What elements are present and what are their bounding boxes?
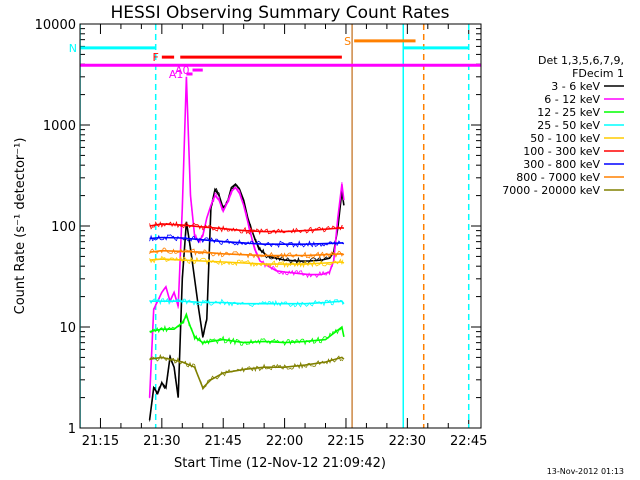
legend-entry-label: 100 - 300 keV (523, 145, 600, 158)
flag-label-F: F (153, 51, 159, 64)
flag-label-A0: A0 (175, 64, 190, 77)
legend-entry-label: 7000 - 20000 keV (502, 184, 600, 197)
legend-entry-label: 12 - 25 keV (537, 106, 600, 119)
legend-header: FDecim 1 (572, 67, 624, 80)
series-noise-7 (149, 247, 344, 259)
x-axis-label: Start Time (12-Nov-12 21:09:42) (174, 456, 386, 471)
x-tick-label: 22:00 (266, 434, 303, 449)
series-noise-2 (149, 312, 344, 347)
series-line-2 (149, 313, 345, 344)
flag-label-S: S (344, 35, 351, 48)
x-tick-label: 21:15 (82, 434, 119, 449)
y-tick-label: 10000 (35, 18, 76, 33)
x-tick-label: 21:45 (204, 434, 241, 449)
series-noise-6 (149, 234, 344, 249)
legend-header: Det 1,3,5,6,7,9, (538, 54, 624, 67)
series-noise-8 (149, 353, 344, 391)
flag-bars (80, 39, 481, 76)
x-tick-label: 22:45 (450, 434, 487, 449)
series-line-6 (149, 236, 345, 245)
chart-title: HESSI Observing Summary Count Rates (110, 3, 449, 23)
legend-entry-label: 3 - 6 keV (551, 80, 600, 93)
series-noise-1 (149, 77, 344, 399)
legend-entry-label: 300 - 800 keV (523, 158, 600, 171)
x-tick-label: 22:15 (327, 434, 364, 449)
series-noise-3 (149, 297, 344, 308)
y-tick-label: 1000 (43, 119, 76, 134)
flag-label-A1: A1 (169, 68, 184, 81)
data-series (148, 76, 345, 422)
vertical-markers (80, 24, 470, 428)
y-tick-label: 1 (68, 422, 76, 437)
legend-entry-label: 25 - 50 keV (537, 119, 600, 132)
series-noise-5 (149, 220, 344, 236)
flag-label-N: N (69, 42, 77, 55)
footer-timestamp: 13-Nov-2012 01:13 (547, 467, 624, 476)
series-line-7 (149, 249, 345, 257)
series-line-5 (149, 223, 345, 233)
y-tick-label: 10 (59, 321, 76, 336)
x-tick-label: 21:30 (143, 434, 180, 449)
y-axis-label: Count Rate (s⁻¹ detector⁻¹) (13, 138, 28, 315)
plot-frame (79, 23, 482, 429)
axis-ticks: 21:15 21:30 21:45 22:00 22:15 22:30 22:45 1 10 10… (35, 18, 488, 449)
series-noise-0 (149, 184, 344, 422)
y-tick-label: 100 (51, 220, 76, 235)
legend-entry-label: 6 - 12 keV (544, 93, 600, 106)
x-tick-label: 22:30 (389, 434, 426, 449)
legend-entry-label: 800 - 7000 keV (516, 171, 600, 184)
series-noise-4 (149, 255, 344, 269)
series-line-3 (149, 300, 345, 305)
legend-entry-label: 50 - 100 keV (530, 132, 600, 145)
